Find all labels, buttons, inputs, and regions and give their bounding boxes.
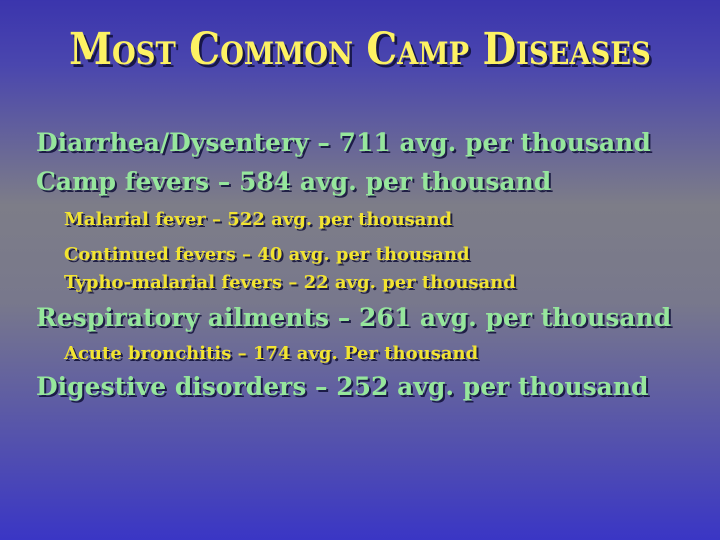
stat-line-acute-bronchitis: Acute bronchitis – 174 avg. Per thousand xyxy=(64,343,479,364)
stat-line-respiratory-ailments: Respiratory ailments – 261 avg. per thou… xyxy=(36,303,672,332)
slide-title: Most Common Camp Diseases xyxy=(69,24,651,75)
stat-line-diarrhea-dysentery: Diarrhea/Dysentery – 711 avg. per thousa… xyxy=(36,128,651,157)
stat-line-digestive-disorders: Digestive disorders – 252 avg. per thous… xyxy=(36,372,649,401)
stat-line-typho-malarial-fevers: Typho-malarial fevers – 22 avg. per thou… xyxy=(64,272,516,293)
stat-line-continued-fevers: Continued fevers – 40 avg. per thousand xyxy=(64,244,470,265)
stat-line-malarial-fever: Malarial fever – 522 avg. per thousand xyxy=(64,209,453,230)
stat-line-camp-fevers: Camp fevers – 584 avg. per thousand xyxy=(36,167,552,196)
